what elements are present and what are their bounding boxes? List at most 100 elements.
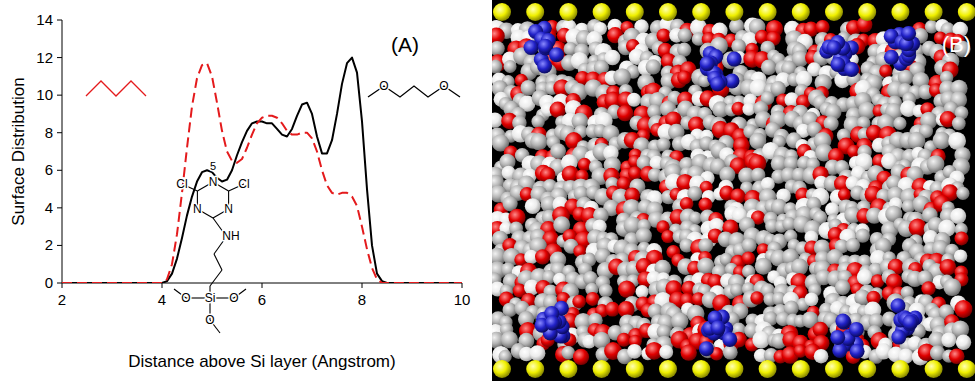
nitrogen-sphere: [524, 40, 539, 55]
y-tick: [57, 132, 62, 133]
bond: [214, 254, 222, 270]
silicon-sphere: [858, 3, 876, 21]
atom-sphere: [805, 292, 819, 306]
nitrogen-sphere: [545, 316, 560, 331]
nitrogen-sphere: [699, 341, 714, 356]
atom-sphere: [956, 187, 969, 200]
y-tick: [57, 207, 62, 208]
y-tick-label: 2: [45, 236, 53, 253]
y-tick-label: 6: [45, 161, 53, 178]
nitrogen-sphere: [850, 344, 865, 359]
nitrogen-sphere: [903, 315, 918, 330]
nitrogen-sphere: [830, 330, 845, 345]
atom-sphere: [742, 251, 756, 265]
nitrogen-sphere: [830, 57, 845, 72]
atom-sphere: [573, 349, 589, 365]
silicon-sphere: [825, 360, 843, 378]
atom-label: N: [193, 202, 202, 216]
atom-sphere: [857, 269, 873, 285]
atom-sphere: [529, 345, 545, 361]
atom-sphere: [628, 166, 642, 180]
y-axis-line: [62, 20, 63, 283]
x-tick: [462, 283, 463, 288]
nitrogen-sphere: [727, 52, 742, 67]
panel-label: (A): [391, 33, 419, 56]
silicon-sphere: [725, 3, 743, 21]
x-tick-label: 4: [158, 291, 166, 308]
atom-sphere: [893, 117, 906, 130]
atom-label: O: [181, 291, 190, 305]
y-tick-label: 12: [36, 49, 53, 66]
atom-sphere: [531, 115, 544, 128]
nitrogen-sphere: [711, 320, 726, 335]
atom-sphere: [636, 285, 649, 298]
atom-sphere: [492, 60, 502, 74]
silicon-sphere: [526, 3, 544, 21]
atom-sphere: [761, 60, 777, 76]
atom-label: O: [439, 79, 448, 93]
y-tick-label: 4: [45, 199, 53, 216]
atom-sphere: [492, 41, 505, 56]
atom-label: N: [224, 202, 233, 216]
figure: 02468101214246810Distance above Si layer…: [0, 0, 975, 381]
y-tick: [57, 57, 62, 58]
nitrogen-sphere: [537, 59, 552, 74]
y-tick-label: 8: [45, 124, 53, 141]
atom-sphere: [956, 335, 971, 350]
atom-sphere: [627, 344, 642, 359]
atom-sphere: [952, 116, 966, 130]
atom-sphere: [723, 345, 738, 360]
nitrogen-sphere: [700, 56, 715, 71]
atom-sphere: [605, 302, 620, 317]
panel-b: [492, 0, 975, 381]
x-tick: [62, 283, 63, 288]
atom-sphere: [750, 291, 763, 304]
atom-sphere: [879, 64, 892, 77]
atom-label: O: [229, 291, 238, 305]
silicon-sphere: [593, 3, 611, 21]
silicon-sphere: [958, 360, 975, 378]
atom-sphere: [530, 133, 547, 150]
silicon-sphere: [825, 3, 843, 21]
atom-sphere: [955, 231, 969, 245]
silicon-sphere: [858, 360, 876, 378]
silicon-sphere: [925, 360, 943, 378]
atom-sphere: [492, 112, 503, 127]
silicon-sphere: [493, 3, 511, 21]
atom-label: Cl: [238, 177, 249, 191]
atom-sphere: [838, 188, 851, 201]
silicon-sphere: [792, 360, 810, 378]
atom-label: O: [205, 313, 214, 327]
silicon-sphere: [526, 360, 544, 378]
atom-label: O: [379, 79, 388, 93]
atom-sphere: [550, 102, 566, 118]
axes: 02468101214246810Distance above Si layer…: [9, 11, 470, 371]
atom-sphere: [678, 28, 692, 42]
silicon-sphere: [792, 3, 810, 21]
silicon-sphere: [493, 360, 511, 378]
atom-sphere: [954, 300, 972, 318]
silicon-sphere: [692, 3, 710, 21]
panel-b-background: [492, 0, 975, 381]
atom-sphere: [681, 344, 697, 360]
silicon-sphere: [759, 3, 777, 21]
x-tick: [162, 283, 163, 288]
atom-sphere: [933, 131, 951, 149]
silicon-sphere: [891, 360, 909, 378]
nitrogen-sphere: [901, 26, 916, 41]
atom-sphere: [835, 280, 850, 295]
silicon-sphere: [692, 360, 710, 378]
atom-label: Si: [205, 291, 216, 305]
atom-sphere: [908, 132, 926, 150]
atom-sphere: [941, 332, 956, 347]
nitrogen-sphere: [835, 314, 850, 329]
atom-sphere: [636, 228, 652, 244]
x-tick-label: 2: [58, 291, 66, 308]
atom-sphere: [525, 198, 541, 214]
y-tick-label: 0: [45, 274, 53, 291]
silicon-sphere: [891, 3, 909, 21]
nitrogen-sphere: [849, 322, 864, 337]
atom-sphere: [661, 230, 674, 243]
atom-sphere: [657, 28, 671, 42]
nitrogen-sphere: [722, 332, 737, 347]
